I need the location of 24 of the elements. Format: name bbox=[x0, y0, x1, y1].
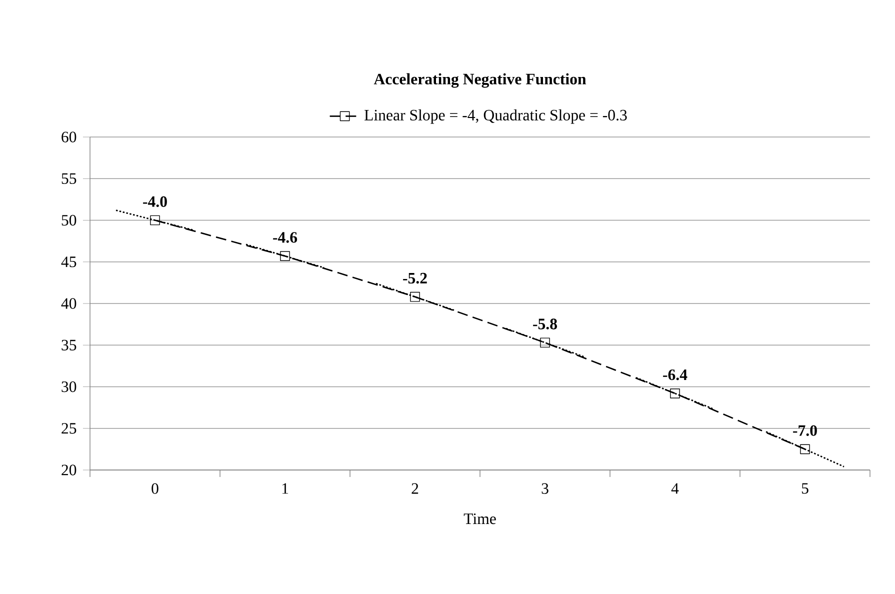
annotation: -7.0 bbox=[793, 425, 817, 436]
y-tick-label: 50 bbox=[62, 214, 76, 226]
y-tick-label: 30 bbox=[62, 381, 76, 392]
legend-label: Linear Slope = -4, Quadratic Slope = -0.3 bbox=[364, 109, 627, 124]
x-tick-label: 4 bbox=[671, 483, 679, 494]
y-tick-label: 60 bbox=[62, 132, 76, 142]
annotation: -5.8 bbox=[533, 318, 557, 330]
y-tick-label: 35 bbox=[62, 340, 76, 350]
x-tick-label: 0 bbox=[152, 483, 158, 494]
annotation: -6.4 bbox=[663, 369, 688, 380]
x-axis-title: Time bbox=[464, 513, 496, 524]
chart-title: Accelerating Negative Function bbox=[374, 73, 586, 88]
y-tick-label: 55 bbox=[62, 173, 76, 184]
x-tick-label: 5 bbox=[802, 483, 808, 494]
y-tick-label: 40 bbox=[61, 298, 76, 309]
y-tick-label: 20 bbox=[62, 464, 76, 476]
x-tick-label: 1 bbox=[282, 483, 288, 494]
y-tick-label: 45 bbox=[61, 256, 76, 268]
annotation: -4.6 bbox=[273, 232, 298, 243]
x-tick-label: 2 bbox=[412, 483, 418, 494]
annotation: -5.2 bbox=[403, 272, 427, 284]
annotation: -4.0 bbox=[143, 196, 167, 208]
y-tick-label: 25 bbox=[62, 423, 76, 434]
x-tick-label: 3 bbox=[542, 483, 548, 494]
